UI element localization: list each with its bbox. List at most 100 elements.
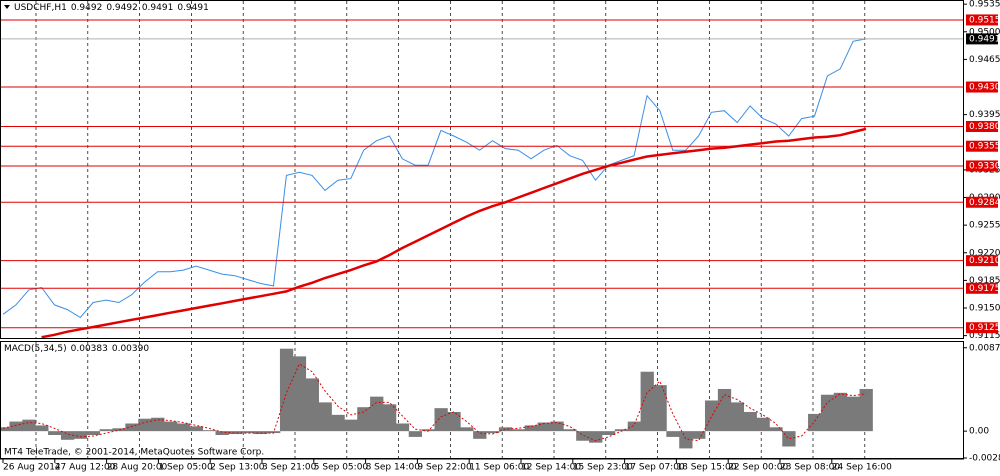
ohlc-value: 0.9492: [71, 3, 103, 13]
y-tick-label: 0.9150: [969, 304, 1000, 314]
histogram-bar: [808, 413, 822, 432]
x-tick-label: 3 Sep 21:00: [262, 463, 317, 473]
chart-header: USDCHF,H1 0.9492 0.9492 0.9491 0.9491: [14, 3, 209, 13]
histogram-bar: [640, 371, 654, 432]
level-label-box: [966, 81, 998, 93]
x-tick-label: 9 Sep 22:00: [417, 463, 472, 473]
level-label-box: [966, 255, 998, 267]
histogram-bar: [756, 417, 770, 432]
grid-layer: [35, 1, 866, 458]
histogram-bar: [176, 423, 191, 432]
level-label: 0.9284: [969, 198, 1000, 208]
histogram-bar: [370, 396, 384, 432]
level-label-box: [966, 160, 998, 172]
level-label: 0.9430: [969, 83, 1000, 93]
x-tick-label: 17 Sep 07:00: [625, 463, 685, 473]
histogram-bar: [563, 429, 577, 432]
ohlc-value: 0.9491: [142, 3, 174, 13]
x-tick-label: 22 Sep 00:00: [728, 463, 788, 473]
histogram-bar: [279, 348, 294, 432]
histogram-bar: [447, 411, 461, 432]
histogram-bar: [0, 427, 10, 432]
ohlc-value: 0.9491: [177, 3, 209, 13]
y-tick-label: 0.9535: [969, 0, 1000, 10]
histogram-bar: [576, 431, 590, 441]
moving-average: [41, 127, 867, 339]
histogram-bar: [357, 407, 371, 432]
histogram-bar: [704, 400, 719, 432]
histogram-bar: [627, 421, 641, 432]
y-tick-label: 0.9255: [969, 221, 1000, 231]
indicator-header: MACD(5,34,5) 0.00383 0.00390: [4, 344, 149, 354]
histogram-bar: [473, 431, 487, 439]
x-tick-label: 18 Sep 15:00: [676, 463, 736, 473]
histogram-bar: [395, 423, 410, 432]
x-tick-label: 23 Sep 08:00: [780, 463, 840, 473]
last-price-label: 0.9491: [969, 34, 1000, 44]
x-tick-label: 12 Sep 14:00: [521, 463, 581, 473]
x-tick-label: 27 Aug 12:00: [55, 463, 116, 473]
level-label: 0.9515: [969, 15, 1000, 25]
y-tick-label: 0.9185: [969, 276, 1000, 286]
histogram-bar: [189, 426, 204, 432]
histogram-bar: [666, 431, 680, 437]
histogram-bar: [35, 425, 49, 432]
histogram-bar: [305, 378, 319, 432]
level-label-box: [966, 120, 998, 132]
histogram-bar: [421, 429, 435, 432]
level-label-box: [966, 322, 998, 334]
x-tick-label: 11 Sep 06:00: [469, 463, 529, 473]
histogram-bar: [498, 427, 513, 432]
histogram-bar: [60, 431, 75, 440]
histogram-bar: [86, 431, 101, 435]
histogram-bar: [382, 404, 397, 432]
histogram-bar: [511, 429, 526, 432]
x-tick-label: 2 Sep 13:00: [210, 463, 265, 473]
histogram-bar: [601, 431, 616, 435]
histogram-bar: [846, 396, 860, 432]
histogram-bar: [267, 431, 281, 434]
histogram-bar: [692, 431, 706, 439]
histogram-bar: [820, 394, 835, 432]
histogram-bar: [202, 430, 216, 432]
x-tick-label: 26 Aug 2014: [3, 463, 61, 473]
level-label: 0.9210: [969, 256, 1000, 266]
x-tick-label: 8 Sep 14:00: [366, 463, 421, 473]
histogram-bar: [318, 402, 332, 432]
histogram-bar: [125, 423, 139, 432]
level-label-box: [966, 282, 998, 294]
histogram-bar: [460, 427, 474, 432]
histogram-bar: [679, 431, 693, 449]
histogram-bar: [833, 392, 848, 432]
menu-arrow[interactable]: [4, 5, 10, 9]
histogram-bar: [48, 431, 62, 435]
x-tick-label: 24 Sep 16:00: [832, 463, 892, 473]
y-tick-label: 0.00: [969, 427, 989, 437]
y-tick-label: 0.0087: [969, 343, 1000, 353]
histogram-bar: [717, 388, 732, 432]
signal-line: [2, 363, 867, 442]
histogram-bar: [292, 356, 307, 432]
histogram-bar: [730, 402, 745, 432]
level-label-box: [966, 14, 998, 26]
histogram-bar: [99, 429, 113, 432]
histogram-bar: [22, 419, 36, 432]
histogram-bar: [73, 431, 88, 439]
ohlc-value: 0.9492: [106, 3, 138, 13]
y-tick-label: 0.9395: [969, 110, 1000, 120]
level-label: 0.9125: [969, 323, 1000, 333]
histogram-bar: [859, 388, 873, 432]
footer: MT4 TeleTrade, © 2001-2014, MetaQuotes S…: [4, 448, 264, 458]
histogram-bar: [164, 421, 178, 432]
indicator-name: MACD(5,34,5): [4, 344, 67, 354]
x-tick-label: 15 Sep 23:00: [573, 463, 633, 473]
histogram-bar: [254, 431, 268, 435]
histogram-bar: [215, 431, 229, 435]
symbol: USDCHF,H1: [14, 3, 67, 13]
histogram-bar: [550, 421, 564, 432]
indicator-reading: 0.00383: [71, 344, 108, 354]
histogram-bar: [344, 419, 358, 432]
